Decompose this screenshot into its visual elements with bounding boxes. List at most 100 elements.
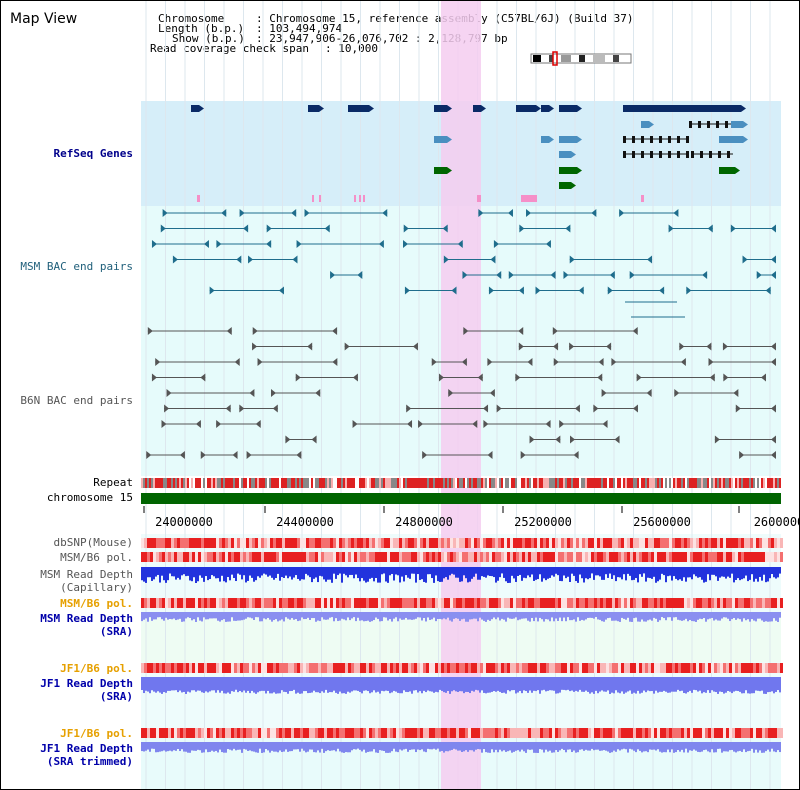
jf1-depth-trimmed-bar [421,742,423,750]
dbsnp-heat [429,538,432,548]
jf1-b6-pol-2-heat [537,728,540,738]
b6n-bac-pair-end [518,342,524,351]
jf1-b6-pol-heat [447,663,450,673]
b6n-bac-pair-end [735,404,741,413]
msm-b6-pol-2-heat [498,598,501,608]
jf1-b6-pol-heat [207,663,210,673]
msm-b6-pol-2-heat [588,598,591,608]
msm-depth-capillary-bar [393,567,395,581]
msm-depth-capillary-bar [173,567,175,577]
msm-depth-capillary-bar [301,567,303,580]
jf1-depth-sra-bar [257,677,259,693]
msm-depth-sra-bar [489,612,491,621]
jf1-b6-pol-heat [297,663,300,673]
dbsnp-heat [630,538,633,548]
track-label-msm-read-depth-sra[interactable]: MSM Read Depth [40,612,133,625]
jf1-b6-pol-2-heat [243,728,246,738]
jf1-depth-trimmed-bar [193,742,195,751]
msm-bac-pair-end [565,224,571,233]
msm-bac-pair-end [730,224,736,233]
msm-depth-capillary-bar [199,567,201,576]
repeat-segment [467,478,469,488]
msm-depth-sra-bar [767,612,769,622]
jf1-b6-pol-heat [201,663,204,673]
gene-strand-arrow [571,151,576,158]
jf1-depth-sra-bar [705,677,707,693]
repeat-segment [757,478,759,488]
msm-depth-capillary-bar [235,567,237,582]
msm-depth-capillary-bar [257,567,259,577]
jf1-depth-trimmed-bar [257,742,259,753]
track-label-chromosome[interactable]: chromosome 15 [46,491,133,504]
jf1-b6-pol-2-heat [297,728,300,738]
msm-b6-pol-heat [468,552,471,562]
track-label-msm-bac-end-pairs[interactable]: MSM BAC end pairs [20,260,133,273]
jf1-depth-sra-bar [693,677,695,690]
jf1-depth-sra-bar [383,677,385,692]
msm-depth-sra-bar [331,612,333,618]
jf1-depth-sra-bar [147,677,149,692]
repeat-segment [751,478,753,488]
track-label-msm-b6-pol-2[interactable]: MSM/B6 pol. [60,597,133,610]
track-label-msm-b6-pol[interactable]: MSM/B6 pol. [60,551,133,564]
track-label-repeat[interactable]: Repeat [93,476,133,489]
repeat-segment [209,478,211,488]
jf1-depth-sra-bar [217,677,219,691]
msm-b6-pol-2-heat [162,598,165,608]
jf1-b6-pol-2-heat [357,728,360,738]
msm-depth-capillary-bar [429,567,431,575]
msm-b6-pol-2-heat [450,598,453,608]
track-label-refseq-genes[interactable]: RefSeq Genes [53,147,133,160]
msm-b6-pol-2-heat [762,598,765,608]
msm-b6-pol-2-heat [237,598,240,608]
repeat-segment [753,478,755,488]
msm-depth-sra-bar [503,612,505,620]
jf1-b6-pol-2-heat [726,728,729,738]
jf1-depth-trimmed-bar [291,742,293,752]
b6n-bac-pair-end [418,420,424,428]
repeat-segment [245,478,247,488]
jf1-depth-trimmed-bar [427,742,429,749]
jf1-depth-sra-bar [235,677,237,690]
jf1-depth-sra-bar [751,677,753,694]
track-label-msm-read-depth-capillary[interactable]: MSM Read Depth [40,568,133,581]
track-label-jf1-b6-pol-2[interactable]: JF1/B6 pol. [60,727,133,740]
jf1-b6-pol-2-heat [423,728,426,738]
msm-depth-capillary-bar [761,567,763,581]
msm-depth-capillary-bar [439,567,441,582]
jf1-depth-trimmed-bar [747,742,749,752]
dbsnp-heat [750,538,753,548]
track-label-jf1-read-depth-sra[interactable]: JF1 Read Depth [40,677,133,690]
msm-b6-pol-heat [204,552,207,562]
jf1-b6-pol-2-heat [573,728,576,738]
jf1-depth-sra-bar [561,677,563,690]
dbsnp-heat [408,538,411,548]
jf1-depth-sra-bar [289,677,291,692]
msm-b6-pol-2-heat [558,598,561,608]
jf1-depth-trimmed-bar [445,742,447,752]
jf1-depth-trimmed-bar [467,742,469,752]
track-label-dbsnp[interactable]: dbSNP(Mouse) [53,536,133,549]
track-label-jf1-b6-pol[interactable]: JF1/B6 pol. [60,662,133,675]
jf1-b6-pol-heat [417,663,420,673]
dbsnp-heat [642,538,645,548]
msm-depth-sra-bar [429,612,431,620]
repeat-segment [553,478,555,488]
repeat-segment [711,478,713,488]
jf1-depth-sra-bar [737,677,739,692]
msm-depth-capillary-bar [351,567,353,575]
jf1-depth-sra-bar [481,677,483,691]
jf1-depth-trimmed-bar [183,742,185,752]
jf1-depth-trimmed-bar [645,742,647,752]
jf1-depth-trimmed-bar [581,742,583,750]
track-label-jf1-read-depth-trimmed[interactable]: JF1 Read Depth [40,742,133,755]
repeat-segment [327,478,329,488]
jf1-b6-pol-2-heat [762,728,765,738]
msm-b6-pol-2-heat [642,598,645,608]
jf1-depth-sra-bar [221,677,223,691]
jf1-depth-sra-bar [601,677,603,691]
jf1-b6-pol-2-heat [189,728,192,738]
msm-depth-sra-bar [427,612,429,618]
track-label-b6n-bac-end-pairs[interactable]: B6N BAC end pairs [20,394,133,407]
